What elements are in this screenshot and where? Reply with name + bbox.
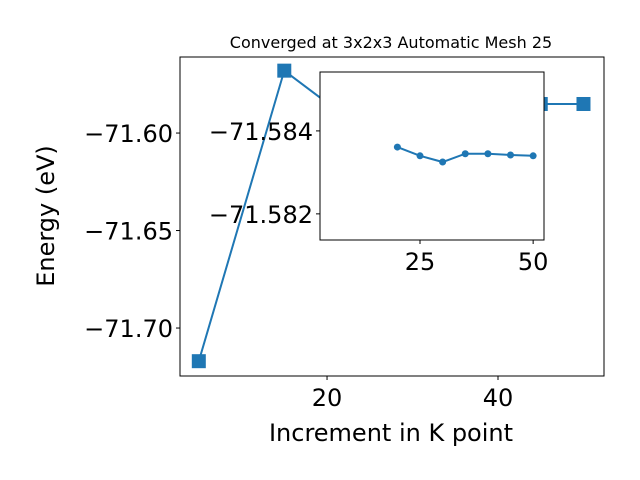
marker (393, 143, 401, 151)
y-axis-label: Energy (eV) (32, 145, 60, 287)
marker (277, 63, 292, 78)
x-tick-label: 40 (483, 384, 514, 412)
marker (439, 158, 447, 166)
marker (576, 96, 591, 111)
series (393, 143, 537, 166)
y-tick-label: −71.65 (84, 218, 173, 246)
marker (191, 354, 206, 369)
x-tick-label: 50 (518, 248, 549, 276)
marker (484, 150, 492, 158)
y-tick-label: −71.584 (209, 118, 313, 146)
chart-title: Converged at 3x2x3 Automatic Mesh 25 (230, 33, 552, 52)
marker (461, 150, 469, 158)
x-axis-label: Increment in K point (269, 419, 513, 447)
y-tick-label: −71.60 (84, 120, 173, 148)
x-tick-label: 25 (405, 248, 436, 276)
y-tick-label: −71.70 (84, 315, 173, 343)
y-tick-label: −71.582 (209, 201, 313, 229)
marker (529, 152, 537, 160)
plot-area (319, 71, 545, 241)
x-tick-label: 20 (312, 384, 343, 412)
marker (507, 151, 515, 159)
marker (416, 152, 424, 160)
